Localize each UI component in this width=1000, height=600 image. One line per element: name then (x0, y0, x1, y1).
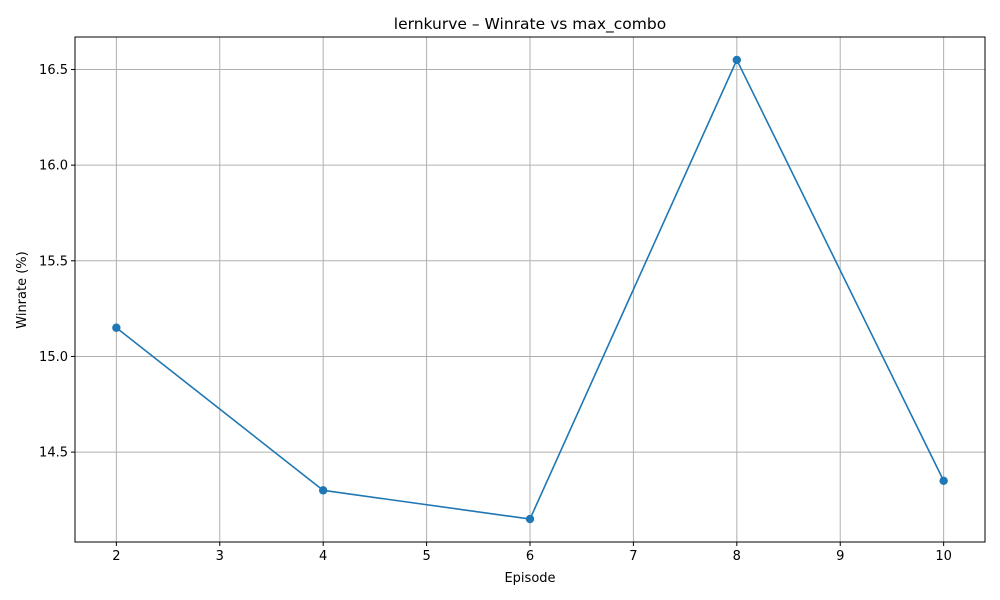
x-tick-label: 8 (733, 549, 741, 564)
data-point (732, 55, 742, 65)
x-axis-label: Episode (504, 571, 555, 586)
x-tick-label: 4 (319, 549, 327, 564)
y-tick-label: 16.0 (39, 159, 68, 174)
x-tick-label: 7 (629, 549, 637, 564)
series-points (112, 55, 948, 524)
x-tick-label: 9 (836, 549, 844, 564)
chart-title: lernkurve – Winrate vs max_combo (394, 15, 666, 34)
y-tick-label: 15.5 (39, 254, 68, 269)
x-tick-label: 3 (216, 549, 224, 564)
data-point (318, 486, 328, 495)
y-tick-label: 16.5 (39, 63, 68, 78)
x-tick-label: 6 (526, 549, 534, 564)
data-point (939, 476, 948, 485)
x-tick-label: 2 (112, 549, 120, 564)
y-axis-ticks: 14.5 15.0 15.5 16.0 16.5 (39, 63, 75, 461)
data-point (112, 323, 121, 332)
x-tick-label: 5 (422, 549, 430, 564)
x-tick-label: 10 (935, 549, 952, 564)
data-point (525, 514, 535, 524)
y-tick-label: 14.5 (39, 446, 68, 461)
x-axis-ticks: 2 3 4 5 6 7 8 9 10 (112, 542, 952, 564)
y-tick-label: 15.0 (39, 350, 68, 365)
y-axis-label: Winrate (%) (15, 251, 30, 328)
